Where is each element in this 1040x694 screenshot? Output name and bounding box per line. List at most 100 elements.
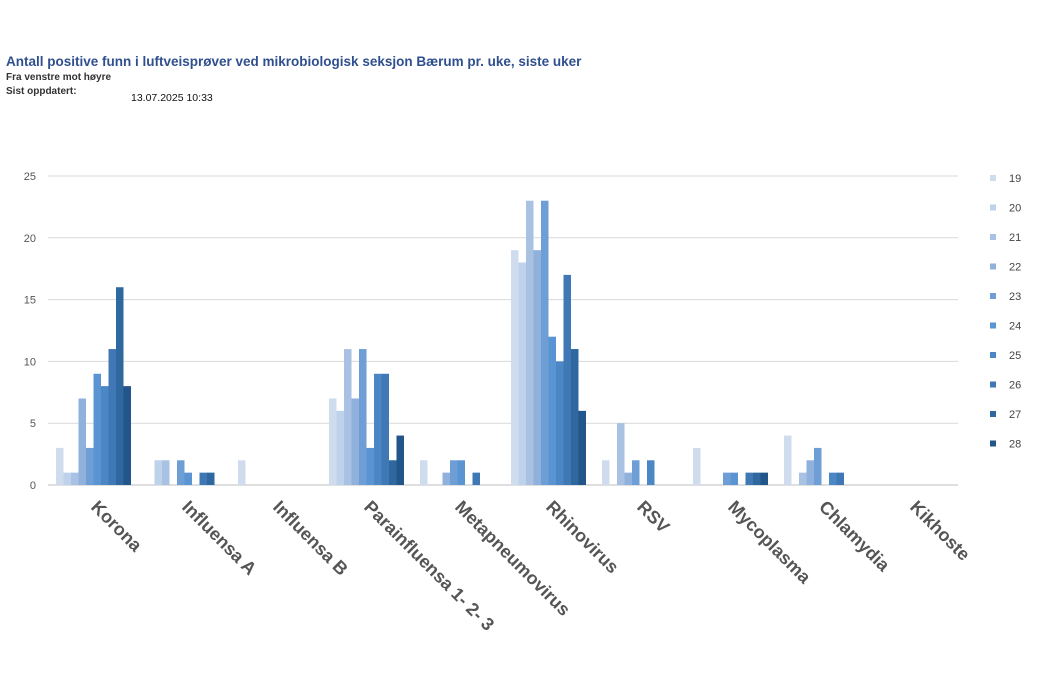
category-label: Influensa B <box>269 497 352 580</box>
bar-22-1 <box>78 398 86 485</box>
legend-swatch <box>990 204 996 211</box>
bar-22-4 <box>351 398 359 485</box>
bar-22-6 <box>533 250 541 485</box>
bar-23-4 <box>359 349 367 485</box>
bar-24-5 <box>457 460 465 485</box>
bar-22-9 <box>806 460 814 485</box>
bar-23-8 <box>723 472 731 485</box>
bar-19-7 <box>602 460 610 485</box>
category-label: Mycoplasma <box>724 497 815 588</box>
bar-21-9 <box>799 472 807 485</box>
bar-25-9 <box>829 472 837 485</box>
category-label: Chlamydia <box>815 497 894 576</box>
bar-24-4 <box>366 447 374 485</box>
bar-19-5 <box>420 460 428 485</box>
bar-25-7 <box>647 460 655 485</box>
legend-swatch <box>990 352 996 358</box>
bar-28-1 <box>123 386 131 485</box>
legend-label: 19 <box>1009 173 1021 185</box>
bar-21-1 <box>71 472 79 485</box>
legend-swatch <box>990 263 996 270</box>
legend-swatch <box>990 381 996 388</box>
category-label: RSV <box>633 497 673 537</box>
bar-26-5 <box>472 472 480 485</box>
bar-23-2 <box>177 460 185 485</box>
bar-24-2 <box>184 472 192 485</box>
y-tick-label: 15 <box>24 295 36 307</box>
bar-27-4 <box>389 460 397 485</box>
bar-19-6 <box>511 250 519 485</box>
chart-subtitle: Fra venstre mot høyre <box>6 72 112 83</box>
bar-28-4 <box>396 435 404 485</box>
legend-label: 23 <box>1009 291 1021 303</box>
bar-26-6 <box>563 274 571 485</box>
bar-19-8 <box>693 447 701 485</box>
y-axis: 0 5 10 15 20 25 <box>24 171 36 492</box>
bar-20-6 <box>518 262 526 485</box>
bar-24-1 <box>93 373 101 485</box>
y-tick-label: 20 <box>24 233 36 245</box>
bar-27-6 <box>571 349 579 485</box>
bar-27-1 <box>116 287 124 485</box>
y-tick-label: 25 <box>24 171 36 183</box>
y-tick-label: 10 <box>24 356 36 368</box>
legend-label: 21 <box>1009 232 1021 244</box>
bar-25-1 <box>101 386 109 485</box>
bar-20-1 <box>63 472 71 485</box>
bar-26-9 <box>836 472 844 485</box>
bar-27-2 <box>207 472 215 485</box>
legend-swatch <box>990 322 996 329</box>
category-label: Kikhoste <box>906 497 974 565</box>
bar-26-2 <box>199 472 207 485</box>
legend-label: 22 <box>1009 262 1021 274</box>
bar-23-5 <box>450 460 458 485</box>
bar-20-2 <box>154 460 162 485</box>
legend-label: 24 <box>1009 321 1021 333</box>
legend-swatch <box>990 234 996 240</box>
bar-25-4 <box>374 373 382 485</box>
bar-27-8 <box>753 472 761 485</box>
bar-21-2 <box>162 460 170 485</box>
bar-24-8 <box>730 472 738 485</box>
x-axis: Korona Influensa A Influensa B Parainfluens… <box>87 497 974 635</box>
bar-19-9 <box>784 435 792 485</box>
legend-label: 28 <box>1009 439 1021 451</box>
chart-title: Antall positive funn i luftveisprøver ve… <box>6 54 582 69</box>
bar-23-9 <box>814 447 822 485</box>
updated-label: Sist oppdatert: <box>6 86 77 97</box>
legend-label: 26 <box>1009 380 1021 392</box>
y-tick-label: 0 <box>30 480 36 492</box>
legend-label: 20 <box>1009 203 1021 215</box>
category-label: Rhinovirus <box>542 497 623 578</box>
chart-bars <box>56 200 844 485</box>
bar-23-7 <box>632 460 640 485</box>
bar-28-8 <box>760 472 768 485</box>
bar-21-7 <box>617 423 625 485</box>
bar-22-5 <box>442 472 450 485</box>
bar-19-1 <box>56 447 64 485</box>
bar-23-6 <box>541 200 549 485</box>
bar-21-6 <box>526 200 534 485</box>
bar-28-6 <box>578 410 586 485</box>
bar-23-1 <box>86 447 94 485</box>
legend-label: 27 <box>1009 409 1021 421</box>
category-label: Korona <box>87 497 146 556</box>
bar-26-8 <box>745 472 753 485</box>
bar-22-7 <box>624 472 632 485</box>
bar-26-4 <box>381 373 389 485</box>
chart-gridlines <box>48 175 958 486</box>
legend-swatch <box>990 411 996 417</box>
chart-legend: 19 20 21 22 23 24 25 26 27 28 <box>990 173 1021 451</box>
y-tick-label: 5 <box>30 418 36 430</box>
bar-20-4 <box>336 410 344 485</box>
legend-swatch <box>990 440 996 447</box>
bar-19-4 <box>329 398 337 485</box>
legend-label: 25 <box>1009 350 1021 362</box>
legend-swatch <box>990 175 996 181</box>
legend-swatch <box>990 293 996 299</box>
bar-19-3 <box>238 460 246 485</box>
updated-timestamp: 13.07.2025 10:33 <box>131 92 213 104</box>
bar-25-6 <box>556 361 564 485</box>
bar-26-1 <box>108 349 116 485</box>
